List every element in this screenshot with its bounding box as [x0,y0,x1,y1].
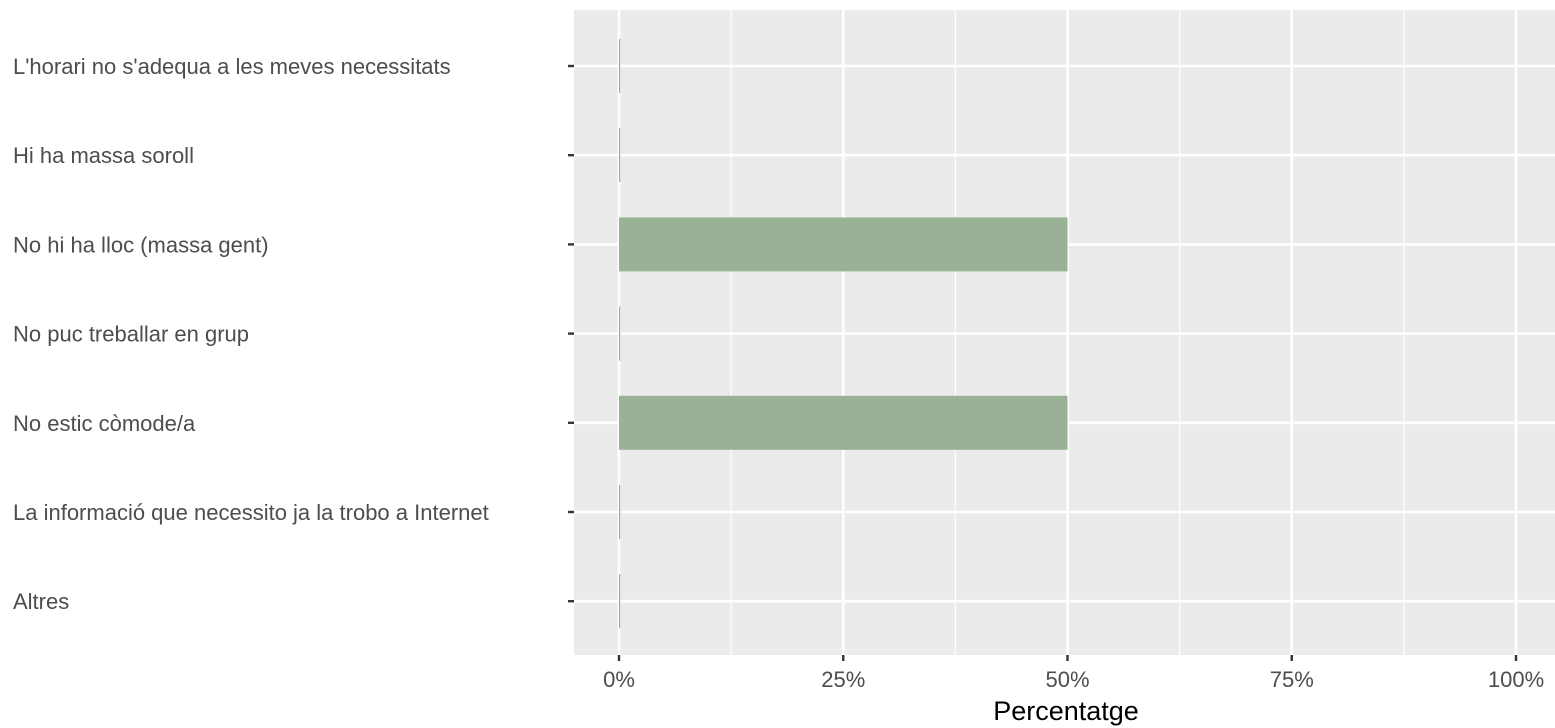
y-axis-labels: L'horari no s'adequa a les meves necessi… [13,54,489,614]
y-tick-label: La informació que necessito ja la trobo … [13,500,489,525]
bar [619,574,621,629]
bar [619,485,621,539]
bar [619,217,1068,272]
x-axis-title: Percentatge [993,696,1139,726]
y-tick-label: No hi ha lloc (massa gent) [13,232,269,257]
x-tick-label: 100% [1488,667,1544,692]
x-tick-label: 0% [603,667,635,692]
x-axis-labels: 0% 25% 50% 75% 100% [603,667,1544,692]
bar [619,395,1068,450]
x-axis-ticks [617,655,1518,661]
bars [619,39,1068,629]
y-tick-label: L'horari no s'adequa a les meves necessi… [13,54,451,79]
y-tick-label: No estic còmode/a [13,411,196,436]
x-tick-label: 75% [1270,667,1314,692]
bar [619,128,621,183]
y-tick-label: No puc treballar en grup [13,322,249,347]
y-tick-label: Hi ha massa soroll [13,143,194,168]
bar [619,39,621,93]
x-tick-label: 50% [1045,667,1089,692]
x-tick-label: 25% [821,667,865,692]
y-tick-label: Altres [13,589,69,614]
bar [619,306,621,361]
y-axis-ticks [568,64,574,603]
